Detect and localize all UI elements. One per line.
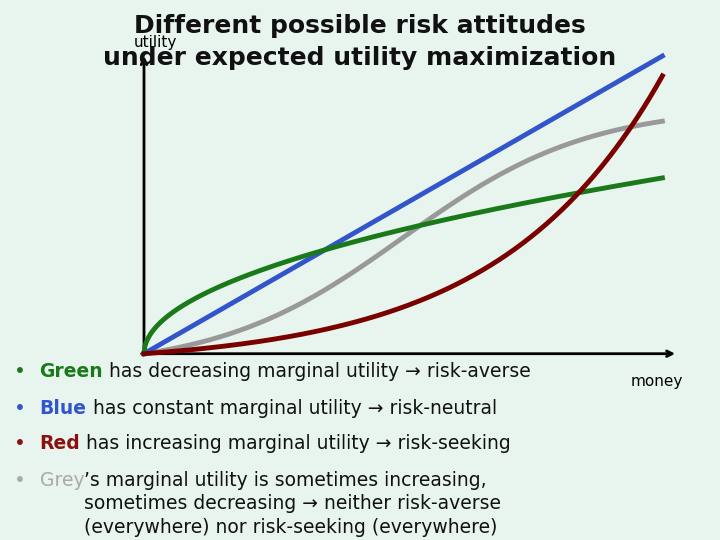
Text: has decreasing marginal utility → risk-averse: has decreasing marginal utility → risk-a… [103, 362, 531, 381]
Text: money: money [631, 374, 683, 389]
Text: •: • [14, 434, 26, 453]
Text: Blue: Blue [40, 399, 86, 417]
Text: Different possible risk attitudes: Different possible risk attitudes [134, 14, 586, 37]
Text: has constant marginal utility → risk-neutral: has constant marginal utility → risk-neu… [86, 399, 497, 417]
Text: Red: Red [40, 434, 81, 453]
Text: has increasing marginal utility → risk-seeking: has increasing marginal utility → risk-s… [81, 434, 511, 453]
Text: •: • [14, 399, 26, 417]
Text: under expected utility maximization: under expected utility maximization [104, 46, 616, 70]
Text: •: • [14, 471, 26, 490]
Text: ’s marginal utility is sometimes increasing,
sometimes decreasing → neither risk: ’s marginal utility is sometimes increas… [84, 471, 501, 537]
Text: Grey: Grey [40, 471, 84, 490]
Text: •: • [14, 362, 26, 381]
Text: Green: Green [40, 362, 103, 381]
Text: utility: utility [134, 35, 177, 50]
